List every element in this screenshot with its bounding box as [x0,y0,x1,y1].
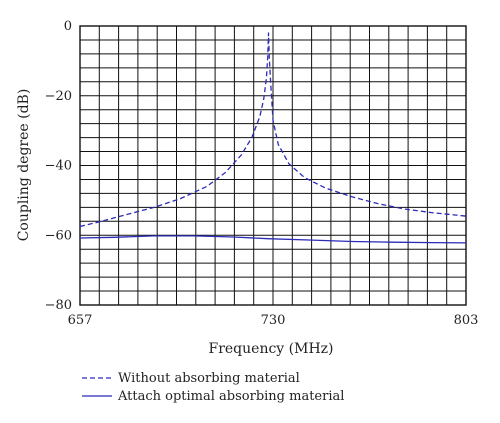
x-tick-label: 657 [68,313,93,328]
x-tick-label: 803 [454,313,479,328]
series-layer [79,32,467,244]
y-tick-label: −80 [45,298,72,313]
y-tick-label: −20 [45,89,72,104]
x-tick-label: 730 [261,313,286,328]
y-tick-label: −40 [45,159,72,174]
series-line-attach [79,235,467,244]
y-tick-label: 0 [64,19,72,34]
x-axis-title: Frequency (MHz) [208,341,333,357]
grid [79,25,467,306]
y-tick-label: −60 [45,228,72,243]
legend-label-attach: Attach optimal absorbing material [117,389,344,404]
tick-labels: 657 730 803 0 −20 −40 −60 −80 [45,19,479,328]
legend: Without absorbing material Attach optima… [82,371,344,404]
plot-border [79,25,467,306]
y-axis-title: Coupling degree (dB) [16,89,32,242]
legend-label-without: Without absorbing material [118,371,300,386]
